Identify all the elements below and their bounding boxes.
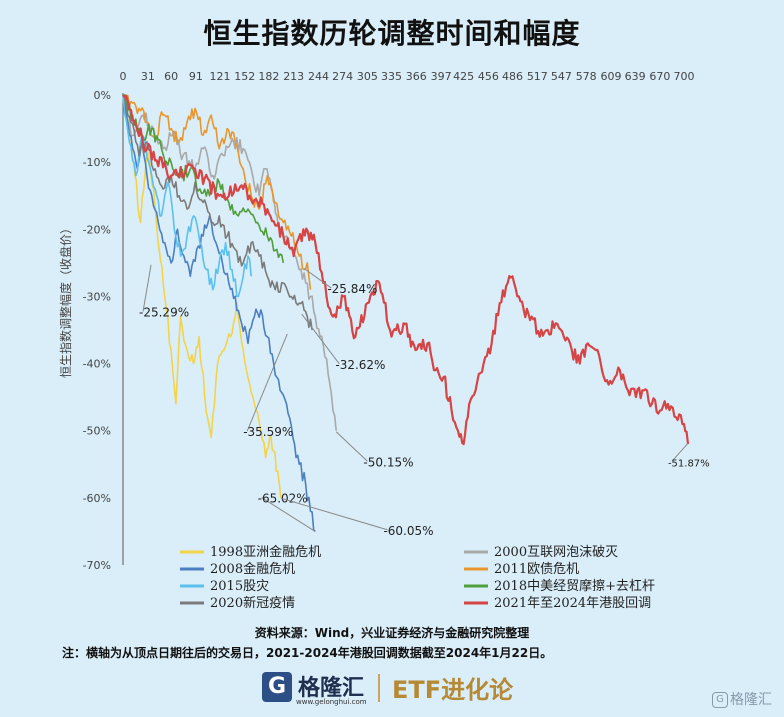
y-tick-label: -40% — [83, 358, 111, 371]
legend-label: 2015股灾 — [210, 578, 269, 594]
x-tick-label: 182 — [258, 70, 279, 83]
x-tick-label: 547 — [551, 70, 572, 83]
x-tick-label: 152 — [234, 70, 255, 83]
series-lines — [122, 94, 690, 533]
x-tick-label: 670 — [649, 70, 670, 83]
legend-label: 2011欧债危机 — [494, 562, 579, 577]
footer-divider — [378, 674, 380, 702]
annotation-leader — [246, 333, 288, 432]
x-tick-label: 244 — [308, 70, 329, 83]
annotation-leader — [142, 264, 152, 312]
watermark-icon: G — [712, 692, 728, 708]
source-note: 资料来源：Wind，兴业证券经济与金融研究院整理 — [254, 626, 530, 640]
x-tick-label: 335 — [381, 70, 402, 83]
x-tick-label: 517 — [527, 70, 548, 83]
x-tick-label: 121 — [209, 70, 230, 83]
x-tick-label: 456 — [478, 70, 499, 83]
axes: 0 31 60 91 121 152 182 213 244 274 305 335 366 397 425… — [58, 70, 694, 572]
x-tick-label: 639 — [625, 70, 646, 83]
gelonghui-logo-icon: G — [262, 672, 292, 702]
annotation-label: -25.84% — [327, 282, 377, 296]
annotation-label: -35.59% — [243, 425, 293, 439]
annotations: -25.29%-25.84%-32.62%-35.59%-50.15%-65.0… — [139, 264, 710, 538]
annotation-leader — [671, 442, 689, 462]
annotation-leader — [280, 497, 388, 531]
annotation-leader — [335, 431, 368, 462]
y-tick-label: -70% — [83, 559, 111, 572]
series-line-3 — [122, 94, 316, 533]
legend-label: 2021年至2024年港股回调 — [494, 596, 651, 611]
annotation-label: -60.05% — [383, 524, 433, 538]
x-tick-label: 0 — [120, 70, 127, 83]
legend-label: 2000互联网泡沫破灭 — [494, 545, 618, 560]
legend-label: 1998亚洲金融危机 — [210, 544, 321, 560]
etf-brand: ETF进化论 — [392, 676, 514, 704]
x-tick-label: 486 — [502, 70, 523, 83]
x-tick-label: 578 — [576, 70, 597, 83]
watermark-text: 格隆汇 — [730, 692, 772, 708]
y-tick-label: -10% — [83, 156, 111, 169]
x-tick-label: 213 — [283, 70, 304, 83]
annotation-label: -25.29% — [139, 306, 189, 320]
y-tick-label: -60% — [83, 492, 111, 505]
x-tick-label: 305 — [357, 70, 378, 83]
y-tick-label: -20% — [83, 223, 111, 236]
annotation-leader — [303, 268, 332, 289]
series-line-2 — [122, 94, 337, 431]
y-axis-title: 恒生指数调整幅度（收盘价） — [58, 222, 73, 378]
x-tick-label: 274 — [332, 70, 353, 83]
y-tick-label: 0% — [94, 89, 111, 102]
x-tick-label: 397 — [431, 70, 452, 83]
x-tick-label: 60 — [164, 70, 178, 83]
footnote: 注：横轴为从顶点日期往后的交易日，2021-2024年港股回调数据截至2024年… — [62, 646, 553, 660]
series-line-8 — [122, 94, 690, 446]
y-tick-label: -30% — [83, 290, 111, 303]
annotation-label: -32.62% — [335, 358, 385, 372]
series-line-7 — [122, 94, 313, 331]
x-tick-label: 609 — [601, 70, 622, 83]
annotation-leader — [261, 497, 316, 532]
watermark: G 格隆汇 — [712, 689, 772, 709]
x-tick-label: 425 — [453, 70, 474, 83]
legend-label: 2020新冠疫情 — [210, 595, 295, 611]
x-tick-label: 700 — [673, 70, 694, 83]
gelonghui-url: www.gelonghui.com — [296, 698, 367, 706]
legend-label: 2018中美经贸摩擦+去杠杆 — [494, 578, 655, 594]
chart-title: 恒生指数历轮调整时间和幅度 — [203, 17, 581, 50]
line-chart: 0 31 60 91 121 152 182 213 244 274 305 335 366 397 425… — [58, 70, 710, 611]
x-tick-label: 91 — [189, 70, 203, 83]
gelonghui-logo-text: 格隆汇 — [298, 676, 365, 701]
x-tick-label: 366 — [406, 70, 427, 83]
annotation-leader — [301, 313, 340, 365]
series-line-6 — [123, 94, 285, 264]
annotation-label: -51.87% — [668, 458, 710, 469]
legend-label: 2008金融危机 — [210, 561, 295, 577]
annotation-label: -50.15% — [363, 455, 413, 469]
footer: G 格隆汇 www.gelonghui.com ETF进化论 G 格隆汇 — [0, 664, 784, 717]
x-tick-label: 31 — [141, 70, 155, 83]
y-tick-label: -50% — [83, 425, 111, 438]
